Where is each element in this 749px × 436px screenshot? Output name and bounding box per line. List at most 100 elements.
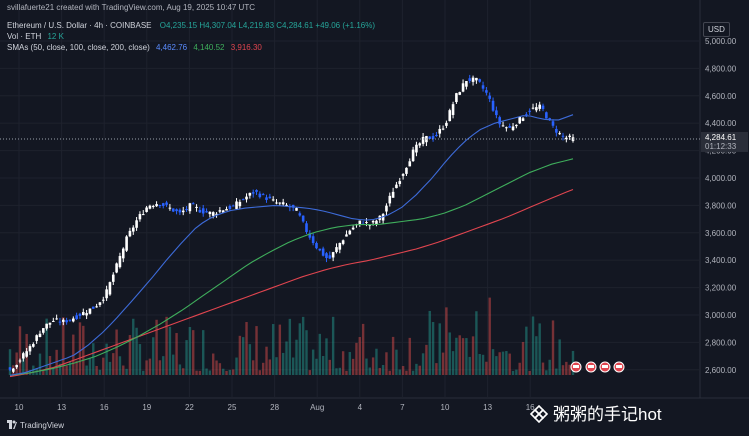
sma-row[interactable]: SMAs (50, close, 100, close, 200, close)… xyxy=(7,42,375,53)
volume-bar xyxy=(391,336,395,375)
price-axis-bg xyxy=(700,0,749,415)
candle-body xyxy=(555,128,558,133)
volume-bar xyxy=(38,353,42,375)
volume-bar xyxy=(218,363,222,375)
volume-bar xyxy=(495,356,498,375)
x-tick-label: 10 xyxy=(441,403,450,412)
volume-bar xyxy=(128,335,132,375)
candle-body xyxy=(381,214,385,221)
currency-button[interactable]: USD xyxy=(703,22,730,37)
x-tick-label: 4 xyxy=(358,403,363,412)
volume-bar xyxy=(251,360,255,375)
chart-credit: svillafuerte21 created with TradingView.… xyxy=(7,3,255,12)
volume-bar xyxy=(295,339,298,375)
candle-body xyxy=(125,236,128,251)
candle-body xyxy=(431,136,435,139)
flag-stripe xyxy=(602,365,608,368)
volume-bar xyxy=(208,370,212,375)
candle-body xyxy=(341,240,345,244)
volume-bar xyxy=(445,307,448,375)
volume-bar xyxy=(461,338,465,375)
candle-body xyxy=(468,78,472,81)
candle-body xyxy=(191,203,195,205)
volume-bar xyxy=(65,365,68,375)
volume-bar xyxy=(175,333,178,375)
volume-bar xyxy=(331,316,335,375)
tradingview-logo[interactable]: TradingView xyxy=(7,420,64,430)
volume-bar xyxy=(22,357,25,375)
x-tick-label: 16 xyxy=(526,403,535,412)
volume-bar xyxy=(541,362,545,375)
volume-label: Vol · ETH xyxy=(7,32,42,41)
candle-body xyxy=(145,207,148,212)
volume-bar xyxy=(325,338,328,375)
candle-body xyxy=(221,210,225,213)
volume-bar xyxy=(291,357,295,375)
volume-bar xyxy=(568,364,571,375)
flag-stripe xyxy=(588,365,594,368)
volume-bar xyxy=(298,323,302,375)
volume-bar xyxy=(95,365,98,375)
volume-bar xyxy=(318,333,322,375)
watermark-diamond-icon xyxy=(530,405,548,423)
watermark: 粥粥的手记hot xyxy=(530,400,662,425)
volume-bar xyxy=(345,370,348,375)
candle-body xyxy=(358,220,362,225)
candle-body xyxy=(545,112,548,119)
candle-body xyxy=(148,205,152,209)
volume-bar xyxy=(228,369,232,375)
candle-body xyxy=(458,92,462,95)
volume-bar xyxy=(55,349,58,375)
candle-body xyxy=(441,128,445,130)
candle-body xyxy=(435,135,438,137)
tradingview-logo-icon xyxy=(7,420,17,429)
volume-bar xyxy=(375,348,378,375)
volume-bar xyxy=(385,352,388,375)
y-tick-label: 3,600.00 xyxy=(705,229,737,238)
volume-bar xyxy=(335,368,338,375)
volume-bar xyxy=(545,370,548,375)
candle-body xyxy=(248,192,252,196)
volume-bar xyxy=(212,353,215,375)
flag-stripe xyxy=(616,365,622,368)
x-tick-label: 13 xyxy=(483,403,492,412)
x-tick-label: 13 xyxy=(57,403,66,412)
last-price-value: 4,284.61 xyxy=(705,133,737,142)
candle-body xyxy=(518,116,521,124)
y-tick-label: 4,000.00 xyxy=(705,174,737,183)
candle-body xyxy=(428,136,432,139)
candle-body xyxy=(91,306,95,309)
volume-bar xyxy=(321,355,325,375)
volume-bar xyxy=(555,368,558,375)
volume-bar xyxy=(258,370,262,375)
candle-body xyxy=(8,367,12,370)
candle-body xyxy=(115,263,118,273)
candle-body xyxy=(121,248,125,259)
candle-body xyxy=(365,222,368,224)
candle-body xyxy=(565,137,568,140)
symbol-row[interactable]: Ethereum / U.S. Dollar · 4h · COINBASE O… xyxy=(7,20,375,31)
volume-bar xyxy=(395,349,398,375)
candle-body xyxy=(278,202,282,204)
candle-body xyxy=(551,121,555,126)
volume-bar xyxy=(361,323,365,375)
candle-body xyxy=(225,208,228,211)
volume-bar xyxy=(428,310,431,375)
volume-bar xyxy=(225,370,228,375)
volume-bar xyxy=(381,364,385,375)
candle-body xyxy=(111,274,115,282)
candle-body xyxy=(311,236,315,244)
y-tick-label: 5,000.00 xyxy=(705,37,737,46)
candle-body xyxy=(198,210,202,213)
volume-row[interactable]: Vol · ETH 12 K xyxy=(7,31,375,42)
candle-body xyxy=(68,319,72,321)
volume-bar xyxy=(535,336,538,375)
candle-body xyxy=(171,208,175,212)
candle-body xyxy=(511,126,515,131)
tradingview-logo-text: TradingView xyxy=(20,421,65,430)
candle-body xyxy=(451,104,455,115)
volume-bar xyxy=(155,319,158,375)
y-tick-label: 3,800.00 xyxy=(705,201,737,210)
volume-bar xyxy=(398,369,401,375)
